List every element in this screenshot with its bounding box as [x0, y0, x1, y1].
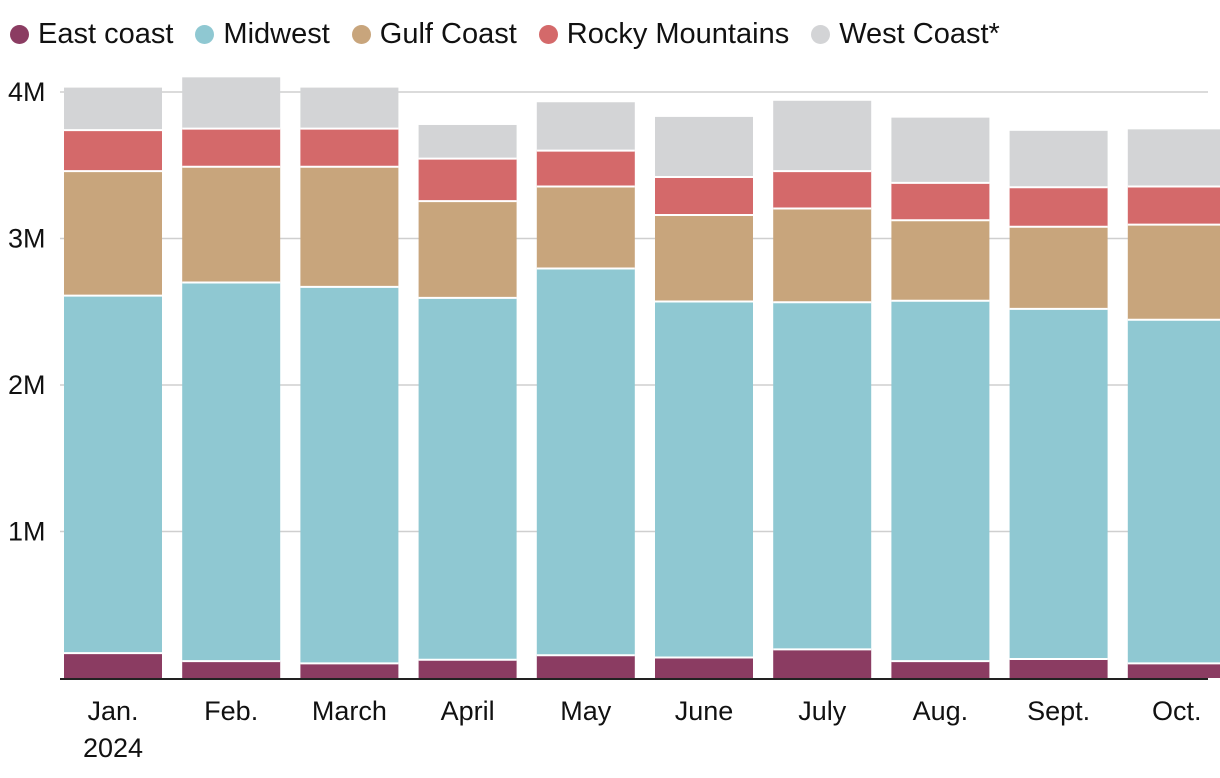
legend-swatch-gulf-coast — [351, 24, 371, 44]
y-axis-ticks: 1M 2M 3M 4M — [8, 77, 46, 547]
bar-june-gulf-coast — [655, 215, 753, 302]
y-tick-label-1m: 1M — [8, 517, 46, 547]
bar-sept-west-coast — [1009, 130, 1108, 188]
x-tick-label-may: May — [560, 696, 612, 726]
bar-july-gulf-coast — [773, 208, 872, 303]
bar-june-west-coast — [655, 116, 753, 177]
x-tick-label-2024: 2024 — [83, 733, 143, 763]
x-tick-label-april: April — [441, 696, 495, 726]
y-tick-label-4m: 4M — [8, 77, 46, 107]
bar-may-west-coast — [536, 102, 635, 151]
legend-item-rocky-mountains: Rocky Mountains — [538, 17, 790, 51]
legend-swatch-midwest — [195, 24, 215, 44]
legend-label-gulf-coast: Gulf Coast — [379, 17, 517, 50]
bar-aug-east-coast — [891, 661, 990, 678]
legend-swatch-rocky-mountains — [538, 24, 558, 44]
y-tick-label-2m: 2M — [8, 370, 46, 400]
bar-june-east-coast — [655, 657, 753, 678]
bar-may-midwest — [536, 268, 635, 656]
y-tick-label-3m: 3M — [8, 224, 46, 254]
bar-april-gulf-coast — [418, 201, 517, 298]
bar-july-west-coast — [773, 100, 872, 172]
bar-sept-gulf-coast — [1009, 226, 1108, 309]
x-tick-label-sept: Sept. — [1027, 696, 1090, 726]
bar-may-rocky-mountains — [536, 150, 635, 187]
bar-march-east-coast — [300, 663, 399, 678]
bar-oct-east-coast — [1127, 663, 1220, 678]
bar-march-gulf-coast — [300, 166, 399, 287]
bar-oct-gulf-coast — [1127, 224, 1220, 320]
bar-feb-midwest — [182, 282, 281, 662]
bar-feb-rocky-mountains — [182, 128, 281, 167]
bar-aug-rocky-mountains — [891, 182, 990, 221]
bar-july-rocky-mountains — [773, 171, 872, 209]
bar-oct-midwest — [1127, 319, 1220, 664]
bar-sept-east-coast — [1009, 658, 1108, 678]
bar-june-rocky-mountains — [655, 176, 753, 216]
x-tick-label-jan: Jan. — [87, 696, 138, 726]
bar-aug-midwest — [891, 300, 990, 662]
bar-jan-midwest — [64, 295, 162, 654]
legend-swatch-east-coast — [10, 24, 29, 44]
bar-march-midwest — [300, 286, 399, 664]
bar-sept-rocky-mountains — [1009, 187, 1108, 227]
bar-april-midwest — [418, 297, 517, 660]
x-axis-ticks: Jan. 2024 Feb. March April May June July Aug. Sep… — [83, 696, 1202, 763]
bar-may-east-coast — [536, 655, 635, 678]
legend-swatch-west-coast — [811, 24, 831, 44]
bar-march-rocky-mountains — [300, 128, 399, 167]
bar-sept-midwest — [1009, 308, 1108, 659]
bar-oct-west-coast — [1127, 129, 1220, 187]
x-tick-label-march: March — [312, 696, 387, 726]
bar-jan-rocky-mountains — [64, 130, 162, 172]
bar-march-west-coast — [300, 87, 399, 129]
bar-jan-east-coast — [64, 653, 162, 678]
legend-item-west-coast: West Coast* — [811, 18, 1000, 51]
bar-april-east-coast — [418, 659, 517, 678]
bar-feb-gulf-coast — [182, 166, 281, 283]
x-tick-label-aug: Aug. — [913, 696, 969, 726]
bar-jan-gulf-coast — [64, 171, 162, 296]
legend-label-midwest: Midwest — [223, 17, 330, 50]
x-tick-label-june: June — [675, 696, 734, 726]
bar-feb-west-coast — [182, 77, 281, 129]
bar-may-gulf-coast — [536, 186, 635, 269]
x-tick-label-oct: Oct. — [1152, 696, 1202, 726]
bar-jan-west-coast — [64, 87, 162, 131]
bar-july-midwest — [773, 302, 872, 650]
bar-july-east-coast — [773, 649, 872, 678]
legend-item-east-coast: East coast — [10, 18, 173, 51]
legend-item-gulf-coast: Gulf Coast — [351, 17, 517, 51]
bar-feb-east-coast — [182, 661, 281, 678]
bars — [64, 77, 1220, 678]
legend-label-rocky-mountains: Rocky Mountains — [566, 17, 790, 50]
legend-label-west-coast: West Coast* — [839, 17, 1000, 50]
bar-oct-rocky-mountains — [1127, 186, 1220, 225]
bar-april-rocky-mountains — [418, 158, 517, 202]
legend-label-east-coast: East coast — [38, 17, 174, 50]
bar-aug-gulf-coast — [891, 220, 990, 301]
chart-legend: East coast Midwest Gulf Coast Rocky Moun… — [10, 14, 1022, 54]
x-tick-label-july: July — [798, 696, 847, 726]
bar-april-west-coast — [418, 124, 517, 159]
x-tick-label-feb: Feb. — [204, 696, 258, 726]
legend-item-midwest: Midwest — [195, 17, 330, 51]
bar-aug-west-coast — [891, 117, 990, 183]
bar-june-midwest — [655, 301, 753, 658]
